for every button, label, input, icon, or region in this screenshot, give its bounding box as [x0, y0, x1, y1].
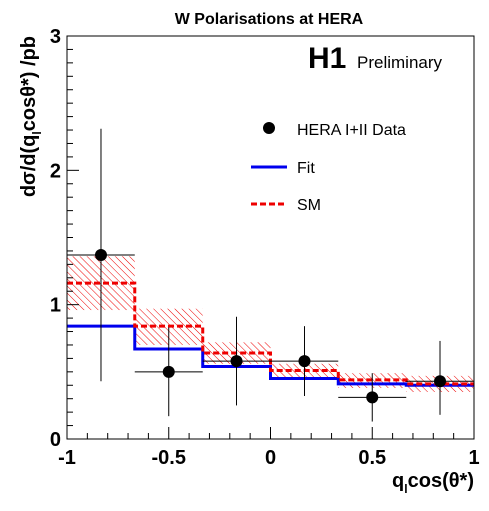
data-point-3	[298, 355, 311, 368]
y-axis-label: dσ/d(qlcosθ*) /pb	[18, 36, 44, 197]
y-tick-label-3: 3	[50, 26, 61, 48]
x-tick-label-4: 1	[468, 447, 479, 469]
x-axis-label: qlcos(θ*)	[392, 470, 474, 496]
data-point-4	[366, 391, 379, 404]
x-tick-label-1: -0.5	[152, 447, 186, 469]
fit-step-path	[67, 324, 474, 387]
experiment-label: H1	[308, 42, 346, 75]
data-point-0	[94, 248, 107, 261]
chart-title: W Polarisations at HERA	[175, 11, 364, 28]
legend-data-marker	[263, 122, 275, 134]
x-tick-label-0: -1	[58, 447, 76, 469]
data-point-2	[230, 355, 243, 368]
fit-step-line	[67, 324, 474, 387]
y-tick-label-0: 0	[50, 429, 61, 451]
y-tick-label-1: 1	[50, 295, 61, 317]
data-point-5	[434, 375, 447, 388]
legend-data-label: HERA I+II Data	[297, 122, 406, 139]
x-axis-ticks: -1 -0.5 0 0.5 1	[58, 427, 480, 469]
y-tick-label-2: 2	[50, 160, 61, 182]
x-tick-label-3: 0.5	[358, 447, 386, 469]
legend-fit-label: Fit	[297, 160, 315, 177]
status-label: Preliminary	[357, 53, 443, 72]
legend-sm-label: SM	[297, 197, 321, 214]
y-axis-ticks: 0 1 2 3	[50, 26, 79, 451]
sm-step-line	[67, 281, 474, 386]
data-points	[67, 128, 474, 422]
data-point-1	[162, 365, 175, 378]
x-tick-label-2: 0	[265, 447, 276, 469]
legend: HERA I+II Data Fit SM	[251, 122, 406, 214]
sm-step-path	[67, 281, 474, 386]
